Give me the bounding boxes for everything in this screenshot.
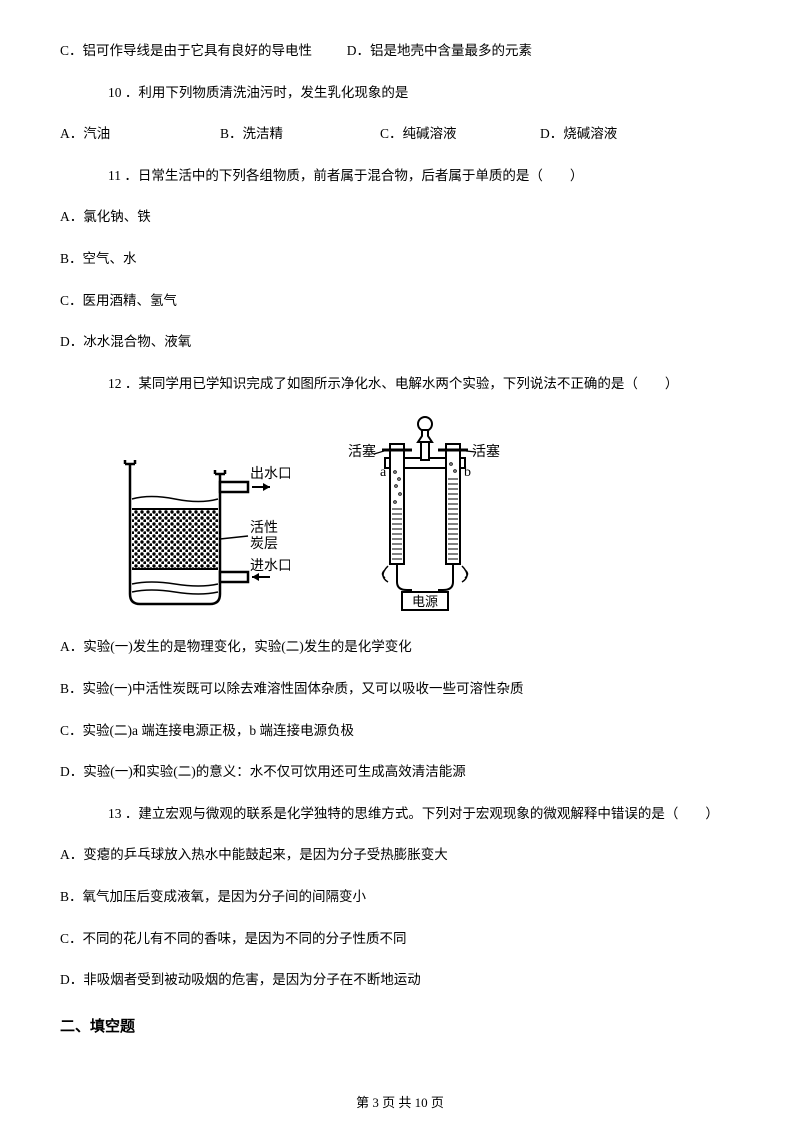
tube-b-label: b <box>464 465 471 480</box>
q13-stem: 13 ．建立宏观与微观的联系是化学独特的思维方式。下列对于宏观现象的微观解释中错… <box>60 803 740 825</box>
q11-optC: C．医用酒精、氢气 <box>60 290 740 312</box>
stopcock-left-label: 活塞 <box>348 443 376 460</box>
q10-optC: C．纯碱溶液 <box>380 123 540 145</box>
q11-optD: D．冰水混合物、液氧 <box>60 331 740 353</box>
q10-optB: B．洗洁精 <box>220 123 380 145</box>
q12-figures: 出水口 活性 炭层 进水口 <box>60 414 740 614</box>
q13-optA: A．变瘪的乒乓球放入热水中能鼓起来，是因为分子受热膨胀变大 <box>60 844 740 866</box>
q9-optD: D．铝是地壳中含量最多的元素 <box>347 43 532 58</box>
q12-optA: A．实验(一)发生的是物理变化，实验(二)发生的是化学变化 <box>60 636 740 658</box>
q9-optC: C．铝可作导线是由于它具有良好的导电性 <box>60 43 312 58</box>
carbon-label-1: 活性 <box>250 520 278 536</box>
q12-optB: B．实验(一)中活性炭既可以除去难溶性固体杂质，又可以吸收一些可溶性杂质 <box>60 678 740 700</box>
inlet-label: 进水口 <box>250 558 290 574</box>
outlet-label: 出水口 <box>250 466 290 482</box>
filter-diagram: 出水口 活性 炭层 进水口 <box>110 444 290 614</box>
q9-options-tail: C．铝可作导线是由于它具有良好的导电性 D．铝是地壳中含量最多的元素 <box>60 40 740 62</box>
q13-optB: B．氧气加压后变成液氧，是因为分子间的间隔变小 <box>60 886 740 908</box>
q12-stem: 12 ．某同学用已学知识完成了如图所示净化水、电解水两个实验，下列说法不正确的是… <box>60 373 740 395</box>
q11-optA: A．氯化钠、铁 <box>60 206 740 228</box>
page-footer: 第 3 页 共 10 页 <box>0 1093 800 1114</box>
section-2-heading: 二、填空题 <box>60 1015 740 1039</box>
carbon-label-2: 炭层 <box>250 536 278 552</box>
tube-a-label: a <box>380 465 387 480</box>
q11-optB: B．空气、水 <box>60 248 740 270</box>
power-label: 电源 <box>412 594 438 609</box>
q11-stem: 11 ．日常生活中的下列各组物质，前者属于混合物，后者属于单质的是（ ） <box>60 165 740 187</box>
electrolysis-diagram: 电源 活塞 活塞 a b <box>330 414 520 614</box>
q10-stem: 10 ．利用下列物质清洗油污时，发生乳化现象的是 <box>60 82 740 104</box>
stopcock-right-label: 活塞 <box>472 443 500 460</box>
q12-optD: D．实验(一)和实验(二)的意义：水不仅可饮用还可生成高效清洁能源 <box>60 761 740 783</box>
q10-optA: A．汽油 <box>60 123 220 145</box>
q10-options: A．汽油 B．洗洁精 C．纯碱溶液 D．烧碱溶液 <box>60 123 740 145</box>
q10-optD: D．烧碱溶液 <box>540 123 617 145</box>
q12-optC: C．实验(二)a 端连接电源正极，b 端连接电源负极 <box>60 720 740 742</box>
q13-optC: C．不同的花儿有不同的香味，是因为不同的分子性质不同 <box>60 928 740 950</box>
q13-optD: D．非吸烟者受到被动吸烟的危害，是因为分子在不断地运动 <box>60 969 740 991</box>
